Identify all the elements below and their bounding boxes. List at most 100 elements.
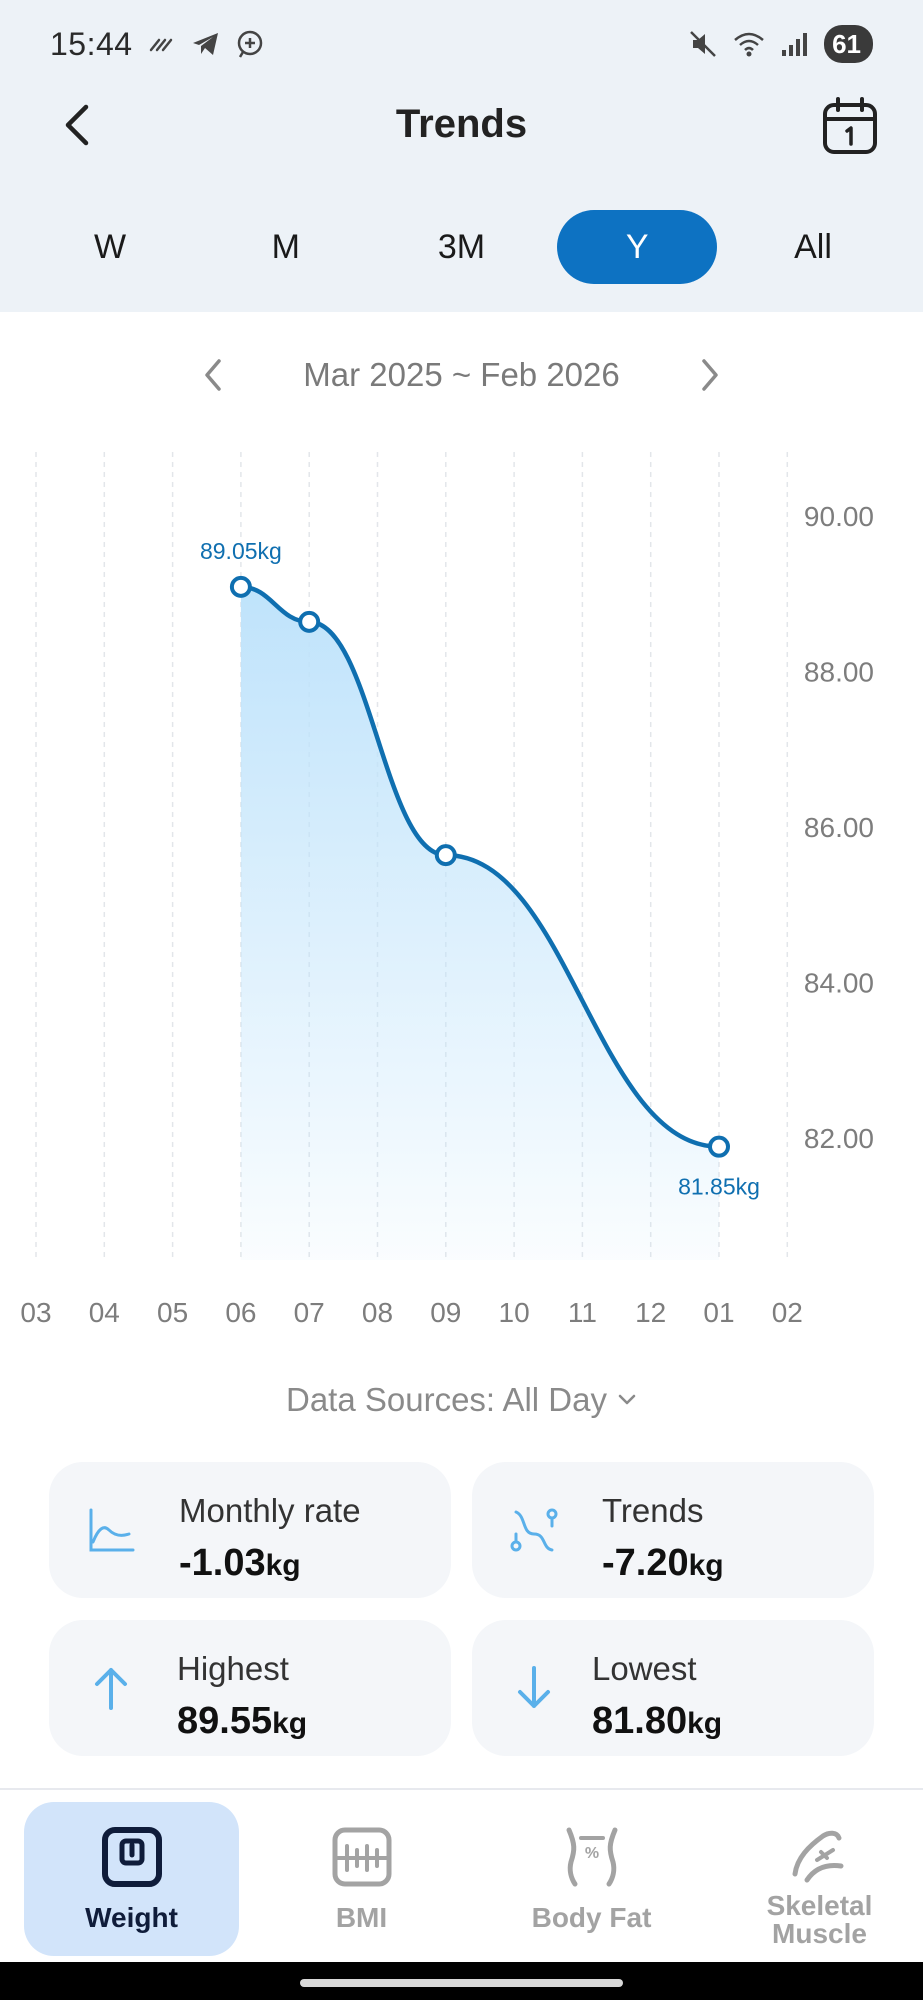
data-point xyxy=(434,844,457,867)
muscle-arm-icon xyxy=(792,1830,843,1883)
status-time: 15:44 xyxy=(50,25,133,62)
monthly-rate-label: Monthly rate xyxy=(179,1492,361,1529)
trends-unit: kg xyxy=(688,1549,724,1582)
y-tick-label: 86.00 xyxy=(804,812,874,843)
next-period-button[interactable] xyxy=(690,355,730,395)
x-tick-label: 04 xyxy=(89,1297,120,1328)
chevron-left-icon xyxy=(205,359,222,391)
app-header: Trends xyxy=(0,92,923,162)
nav-bmi[interactable]: BMI xyxy=(254,1802,469,1956)
lowest-value: 81.80kg xyxy=(592,1700,722,1743)
data-sources-label: Data Sources: All Day xyxy=(286,1381,607,1418)
system-navigation-bar xyxy=(0,1962,923,2000)
tab-month[interactable]: M xyxy=(271,227,300,266)
nav-weight-label: Weight xyxy=(85,1902,178,1933)
x-tick-label: 08 xyxy=(362,1297,393,1328)
highest-unit: kg xyxy=(272,1707,308,1740)
gesture-handle[interactable] xyxy=(300,1979,623,1987)
area-chart-icon xyxy=(89,1508,135,1552)
monthly-rate-unit: kg xyxy=(265,1549,301,1582)
tab-year[interactable]: Y xyxy=(557,210,718,284)
scale-icon xyxy=(101,1827,162,1887)
x-tick-label: 11 xyxy=(568,1297,597,1328)
previous-period-button[interactable] xyxy=(193,355,233,395)
weight-trend-chart[interactable]: 90.00 88.00 86.00 84.00 82.00 03 04 05 06 07 08 09 1… xyxy=(0,440,923,1340)
bmi-ruler-icon xyxy=(332,1827,391,1887)
lowest-number: 81.80 xyxy=(592,1700,688,1742)
nav-body-fat-label: Body Fat xyxy=(531,1902,652,1933)
x-tick-label: 10 xyxy=(499,1297,530,1328)
arrow-down-icon xyxy=(518,1666,550,1708)
top-header-area: 15:44 61 Trends W M 3M Y All xyxy=(0,0,923,312)
arrow-up-icon xyxy=(95,1668,127,1710)
x-tick-label: 01 xyxy=(703,1297,734,1328)
highest-number: 89.55 xyxy=(177,1700,273,1742)
y-tick-label: 90.00 xyxy=(804,501,874,532)
data-sources-dropdown[interactable]: Data Sources: All Day xyxy=(0,1378,923,1422)
x-tick-label: 07 xyxy=(294,1297,325,1328)
signal-icon xyxy=(782,33,808,56)
trends-label: Trends xyxy=(602,1492,704,1529)
nav-skeletal-line2: Muscle xyxy=(772,1918,867,1949)
add-circle-icon xyxy=(237,30,262,58)
trend-curve-icon xyxy=(510,1508,558,1552)
monthly-rate-card: Monthly rate -1.03kg xyxy=(49,1462,451,1598)
y-tick-label: 88.00 xyxy=(804,657,874,688)
data-label: 89.05kg xyxy=(200,538,282,564)
trends-number: -7.20 xyxy=(602,1542,689,1584)
nav-skeletal-line1: Skeletal xyxy=(766,1890,873,1921)
data-point xyxy=(229,575,252,598)
telegram-icon xyxy=(192,33,218,55)
data-saver-icon xyxy=(149,38,172,52)
chevron-down-icon xyxy=(618,1394,636,1405)
x-tick-label: 09 xyxy=(430,1297,461,1328)
calendar-icon xyxy=(823,97,877,154)
nav-weight[interactable]: Weight xyxy=(24,1802,239,1956)
svg-text:%: % xyxy=(584,1845,598,1862)
lowest-label: Lowest xyxy=(592,1650,697,1687)
tab-3-months[interactable]: 3M xyxy=(437,227,486,266)
trends-value: -7.20kg xyxy=(602,1542,724,1585)
monthly-rate-number: -1.03 xyxy=(179,1542,266,1584)
trends-card: Trends -7.20kg xyxy=(472,1462,874,1598)
body-fat-icon: % xyxy=(566,1827,617,1887)
x-tick-label: 05 xyxy=(157,1297,188,1328)
tab-all[interactable]: All xyxy=(794,227,832,266)
range-tabs: W M 3M Y All xyxy=(30,210,893,284)
page-title: Trends xyxy=(395,102,528,146)
highest-card: Highest 89.55kg xyxy=(49,1620,451,1756)
period-selector: Mar 2025 ~ Feb 2026 xyxy=(0,350,923,400)
nav-skeletal-muscle[interactable]: Skeletal Muscle xyxy=(712,1802,923,1956)
chevron-left-icon xyxy=(65,104,89,146)
data-point xyxy=(708,1135,730,1158)
back-button[interactable] xyxy=(52,100,102,150)
nav-skeletal-muscle-label: Skeletal Muscle xyxy=(712,1892,923,1948)
period-label: Mar 2025 ~ Feb 2026 xyxy=(303,356,620,393)
data-label: 81.85kg xyxy=(678,1174,760,1200)
y-tick-label: 82.00 xyxy=(804,1123,874,1154)
data-point xyxy=(298,610,321,633)
tab-week[interactable]: W xyxy=(93,227,127,266)
calendar-button[interactable] xyxy=(821,96,879,156)
highest-value: 89.55kg xyxy=(177,1700,307,1743)
chevron-right-icon xyxy=(701,359,718,391)
status-bar: 15:44 61 xyxy=(50,22,873,66)
x-tick-label: 06 xyxy=(225,1297,256,1328)
bottom-navigation: Weight BMI % Body Fat Skeletal Muscle xyxy=(0,1788,923,1962)
status-right: 61 xyxy=(688,25,873,63)
highest-label: Highest xyxy=(177,1650,289,1687)
series-area xyxy=(240,586,719,1260)
wifi-icon xyxy=(734,32,764,57)
status-left: 15:44 xyxy=(50,26,265,63)
lowest-card: Lowest 81.80kg xyxy=(472,1620,874,1756)
monthly-rate-value: -1.03kg xyxy=(179,1542,301,1585)
x-tick-label: 12 xyxy=(635,1297,666,1328)
nav-body-fat[interactable]: % Body Fat xyxy=(484,1802,699,1956)
lowest-unit: kg xyxy=(687,1707,723,1740)
x-tick-label: 02 xyxy=(772,1297,803,1328)
nav-bmi-label: BMI xyxy=(335,1902,388,1933)
mute-icon xyxy=(690,31,716,57)
battery-indicator: 61 xyxy=(824,25,873,63)
y-tick-label: 84.00 xyxy=(804,968,874,999)
x-tick-label: 03 xyxy=(20,1297,51,1328)
